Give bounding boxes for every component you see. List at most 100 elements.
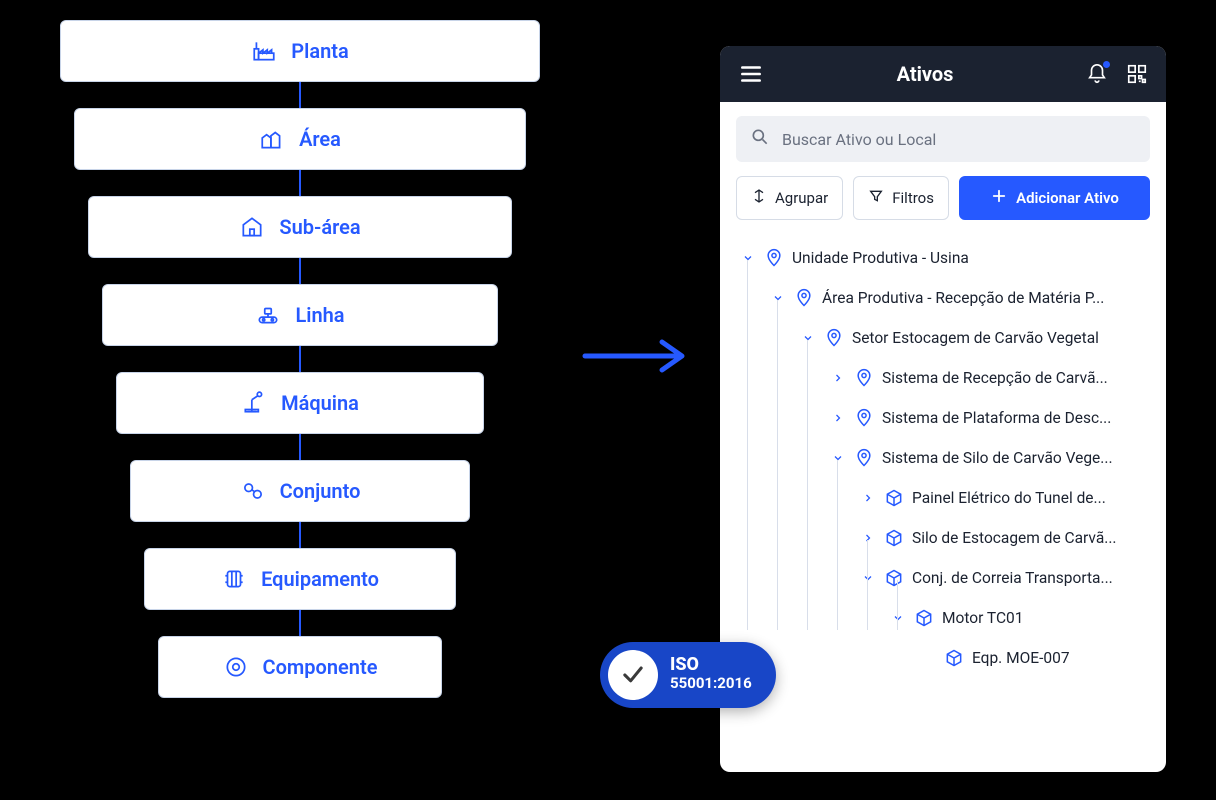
- mobile-title: Ativos: [897, 62, 954, 86]
- robot-icon: [241, 390, 267, 416]
- plus-icon: [990, 187, 1008, 209]
- filter-label: Filtros: [892, 189, 934, 207]
- tree-node-label: Conj. de Correia Transporta...: [912, 569, 1113, 587]
- chevron-down-icon[interactable]: [830, 452, 846, 464]
- iso-badge: ISO 55001:2016: [600, 642, 776, 708]
- hier-level-area: Área: [74, 108, 526, 170]
- tree-node[interactable]: Motor TC01: [736, 598, 1150, 638]
- chevron-down-icon[interactable]: [740, 252, 756, 264]
- hier-label: Componente: [263, 655, 378, 679]
- hier-connector: [299, 434, 301, 460]
- house-icon: [239, 214, 265, 240]
- tree-node[interactable]: Eqp. MOE-007: [736, 638, 1150, 678]
- hier-connector: [299, 170, 301, 196]
- iso-line2: 55001:2016: [670, 674, 752, 694]
- mobile-body: Buscar Ativo ou Local Agrupar Filtros Ad…: [720, 102, 1166, 772]
- hier-label: Linha: [295, 303, 344, 327]
- location-pin-icon: [824, 328, 844, 348]
- cube-icon: [884, 568, 904, 588]
- filter-icon: [868, 188, 884, 208]
- gears-icon: [240, 478, 266, 504]
- check-icon: [608, 650, 658, 700]
- hier-label: Sub-área: [279, 215, 360, 239]
- hierarchy-diagram: Planta Área Sub-área Linha Máquina Conju…: [60, 20, 540, 698]
- hier-label: Área: [299, 127, 341, 151]
- chevron-down-icon[interactable]: [800, 332, 816, 344]
- mobile-header: Ativos: [720, 46, 1166, 102]
- location-pin-icon: [764, 248, 784, 268]
- tree-node-label: Sistema de Plataforma de Desc...: [882, 409, 1111, 427]
- arrow-icon: [580, 336, 690, 380]
- hier-level-planta: Planta: [60, 20, 540, 82]
- factory-icon: [251, 38, 277, 64]
- hier-level-maquina: Máquina: [116, 372, 484, 434]
- tree-node-label: Unidade Produtiva - Usina: [792, 249, 969, 267]
- qr-icon[interactable]: [1126, 63, 1148, 85]
- group-icon: [751, 188, 767, 208]
- hier-label: Máquina: [281, 391, 359, 415]
- tree-node[interactable]: Conj. de Correia Transporta...: [736, 558, 1150, 598]
- hier-level-subarea: Sub-área: [88, 196, 512, 258]
- tree-node[interactable]: Silo de Estocagem de Carvã...: [736, 518, 1150, 558]
- houses-icon: [259, 126, 285, 152]
- location-pin-icon: [854, 368, 874, 388]
- conveyor-icon: [255, 302, 281, 328]
- equipment-icon: [221, 566, 247, 592]
- bell-icon[interactable]: [1086, 63, 1108, 85]
- menu-icon[interactable]: [738, 61, 764, 87]
- hier-label: Equipamento: [261, 567, 379, 591]
- tree-node-label: Setor Estocagem de Carvão Vegetal: [852, 329, 1099, 347]
- tree-node-label: Motor TC01: [942, 609, 1023, 627]
- iso-line1: ISO: [670, 656, 752, 674]
- component-icon: [223, 654, 249, 680]
- tree-node-label: Área Produtiva - Recepção de Matéria P..…: [822, 289, 1104, 307]
- tree-node[interactable]: Sistema de Recepção de Carvã...: [736, 358, 1150, 398]
- filter-button[interactable]: Filtros: [853, 176, 949, 220]
- tree-node[interactable]: Sistema de Plataforma de Desc...: [736, 398, 1150, 438]
- asset-tree: Unidade Produtiva - Usina Área Produtiva …: [736, 238, 1150, 678]
- chevron-right-icon[interactable]: [860, 532, 876, 544]
- chevron-right-icon[interactable]: [830, 372, 846, 384]
- search-placeholder: Buscar Ativo ou Local: [782, 130, 936, 149]
- cube-icon: [944, 648, 964, 668]
- mobile-panel: Ativos Buscar Ativo ou Local Agrupar Fil…: [720, 46, 1166, 772]
- hier-label: Conjunto: [280, 479, 361, 503]
- hier-connector: [299, 258, 301, 284]
- chevron-down-icon[interactable]: [770, 292, 786, 304]
- cube-icon: [914, 608, 934, 628]
- hier-connector: [299, 522, 301, 548]
- notif-dot: [1103, 61, 1110, 68]
- cube-icon: [884, 528, 904, 548]
- chevron-right-icon[interactable]: [830, 412, 846, 424]
- hier-label: Planta: [291, 39, 348, 63]
- location-pin-icon: [854, 448, 874, 468]
- chevron-down-icon[interactable]: [890, 612, 906, 624]
- hier-level-linha: Linha: [102, 284, 498, 346]
- tree-node[interactable]: Unidade Produtiva - Usina: [736, 238, 1150, 278]
- hier-connector: [299, 610, 301, 636]
- add-label: Adicionar Ativo: [1016, 189, 1119, 207]
- hier-connector: [299, 346, 301, 372]
- location-pin-icon: [854, 408, 874, 428]
- chevron-right-icon[interactable]: [860, 492, 876, 504]
- hier-level-equipamento: Equipamento: [144, 548, 456, 610]
- tree-node-label: Eqp. MOE-007: [972, 649, 1070, 667]
- tree-node-label: Sistema de Recepção de Carvã...: [882, 369, 1108, 387]
- cube-icon: [884, 488, 904, 508]
- iso-text: ISO 55001:2016: [670, 656, 752, 694]
- tree-node[interactable]: Área Produtiva - Recepção de Matéria P..…: [736, 278, 1150, 318]
- tree-node[interactable]: Setor Estocagem de Carvão Vegetal: [736, 318, 1150, 358]
- tree-node-label: Silo de Estocagem de Carvã...: [912, 529, 1117, 547]
- hier-connector: [299, 82, 301, 108]
- group-button[interactable]: Agrupar: [736, 176, 843, 220]
- hier-level-componente: Componente: [158, 636, 442, 698]
- tree-node-label: Painel Elétrico do Tunel de...: [912, 489, 1106, 507]
- search-icon: [750, 127, 770, 151]
- add-asset-button[interactable]: Adicionar Ativo: [959, 176, 1150, 220]
- hier-level-conjunto: Conjunto: [130, 460, 470, 522]
- location-pin-icon: [794, 288, 814, 308]
- tree-node[interactable]: Sistema de Silo de Carvão Vege...: [736, 438, 1150, 478]
- chevron-down-icon[interactable]: [860, 572, 876, 584]
- tree-node[interactable]: Painel Elétrico do Tunel de...: [736, 478, 1150, 518]
- search-input[interactable]: Buscar Ativo ou Local: [736, 116, 1150, 162]
